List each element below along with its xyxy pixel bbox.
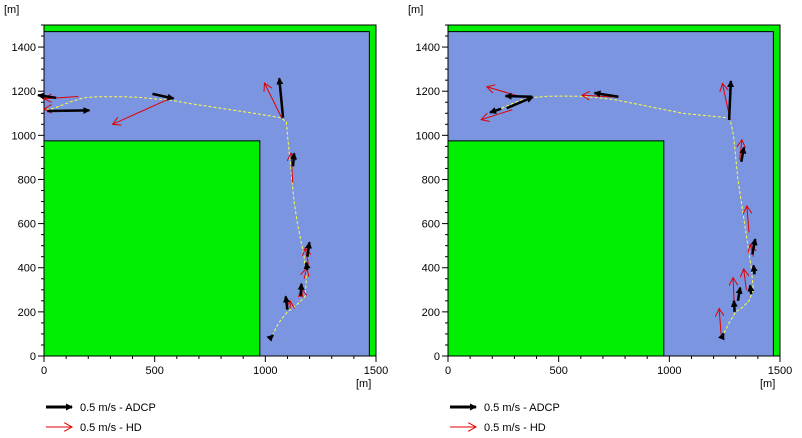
adcp-velocity-arrow <box>489 107 502 114</box>
land-block <box>43 140 261 357</box>
y-tick-label: 1000 <box>12 130 36 142</box>
y-tick-label: 600 <box>422 219 440 231</box>
adcp-velocity-arrow <box>730 299 738 312</box>
survey-track <box>46 96 307 337</box>
y-tick-label: 600 <box>18 219 36 231</box>
hd-velocity-arrow <box>113 96 174 124</box>
legend-label-hd: 0.5 m/s - HD <box>484 422 546 434</box>
x-tick-label: 1500 <box>364 365 388 377</box>
adcp-velocity-arrow <box>266 334 274 342</box>
y-tick-label: 0 <box>434 351 440 363</box>
hd-velocity-arrow <box>744 269 747 290</box>
x-tick-label: 1500 <box>768 365 792 377</box>
adcp-velocity-arrow <box>739 146 747 163</box>
adcp-velocity-arrow <box>727 80 735 120</box>
x-axis-label: [m] <box>356 378 371 390</box>
legend-item-hd-left: 0.5 m/s - HD <box>46 422 142 434</box>
adcp-velocity-arrow <box>750 264 758 275</box>
adcp-velocity-arrow <box>297 282 305 297</box>
hd-velocity-arrow <box>747 206 749 233</box>
adcp-velocity-arrow <box>283 295 290 310</box>
adcp-velocity-arrow <box>504 92 533 100</box>
hd-velocity-arrow <box>733 278 734 305</box>
x-tick-label: 0 <box>445 365 451 377</box>
legend: 0.5 m/s - ADCP 0.5 m/s - HD 0.5 m/s - AD… <box>46 402 560 434</box>
y-axis-label: [m] <box>408 4 423 16</box>
legend-item-adcp-left: 0.5 m/s - ADCP <box>46 402 156 414</box>
hd-velocity-arrow <box>44 96 79 98</box>
y-tick-label: 1200 <box>416 86 440 98</box>
adcp-velocity-arrow <box>37 92 57 100</box>
adcp-velocity-arrow <box>747 284 755 295</box>
x-tick-label: 1000 <box>253 365 277 377</box>
y-tick-label: 200 <box>18 307 36 319</box>
y-tick-label: 1400 <box>12 42 36 54</box>
y-axis-label: [m] <box>4 4 19 16</box>
legend-label-hd: 0.5 m/s - HD <box>80 422 142 434</box>
y-tick-label: 800 <box>18 174 36 186</box>
legend-item-adcp-right: 0.5 m/s - ADCP <box>450 402 560 414</box>
hd-velocity-arrow <box>719 309 721 338</box>
adcp-velocity-arrow <box>303 261 311 271</box>
y-tick-label: 1200 <box>12 86 36 98</box>
legend-label-adcp: 0.5 m/s - ADCP <box>80 402 156 414</box>
x-tick-label: 0 <box>41 365 47 377</box>
y-tick-label: 1400 <box>416 42 440 54</box>
adcp-velocity-arrow <box>290 152 298 167</box>
legend-label-adcp: 0.5 m/s - ADCP <box>484 402 560 414</box>
legend-item-hd-right: 0.5 m/s - HD <box>450 422 546 434</box>
hd-velocity-arrow <box>750 245 753 257</box>
adcp-velocity-arrow <box>718 332 725 341</box>
y-tick-label: 400 <box>18 263 36 275</box>
y-tick-label: 0 <box>30 351 36 363</box>
y-tick-label: 200 <box>422 307 440 319</box>
y-tick-label: 800 <box>422 174 440 186</box>
adcp-velocity-arrow <box>47 106 91 114</box>
x-tick-label: 1000 <box>657 365 681 377</box>
adcp-velocity-arrow <box>152 92 175 101</box>
x-tick-label: 500 <box>549 365 567 377</box>
land-block <box>447 140 665 357</box>
adcp-velocity-arrow <box>735 286 743 302</box>
hd-velocity-arrow <box>481 109 513 120</box>
adcp-velocity-arrow <box>305 241 313 257</box>
y-tick-label: 400 <box>422 263 440 275</box>
y-tick-label: 1000 <box>416 130 440 142</box>
x-tick-label: 500 <box>145 365 163 377</box>
adcp-velocity-arrow <box>593 90 619 98</box>
adcp-velocity-arrow <box>750 238 758 255</box>
hd-velocity-arrow <box>264 83 283 120</box>
adcp-velocity-arrow <box>506 96 534 110</box>
x-axis-label: [m] <box>760 378 775 390</box>
adcp-velocity-arrow <box>276 77 285 118</box>
